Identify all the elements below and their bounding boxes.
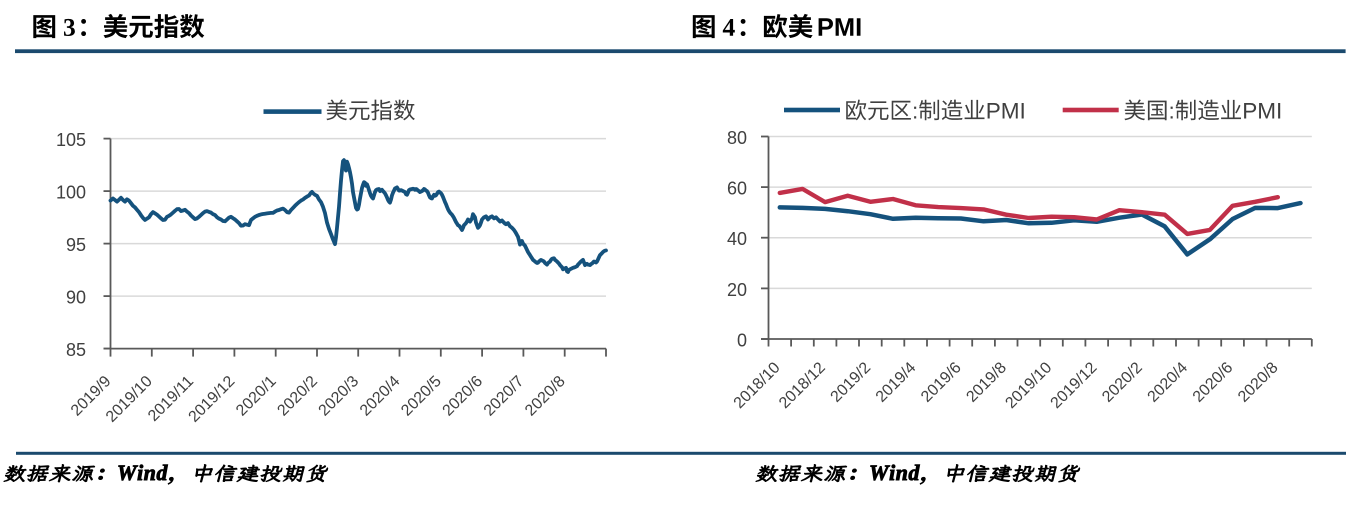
svg-text:90: 90: [66, 288, 86, 308]
svg-text:20: 20: [727, 280, 747, 300]
svg-text:0: 0: [737, 331, 747, 351]
svg-text:40: 40: [727, 229, 747, 249]
svg-text:80: 80: [727, 128, 747, 148]
svg-text:60: 60: [727, 179, 747, 199]
svg-text:95: 95: [66, 235, 86, 255]
svg-text:105: 105: [56, 130, 86, 150]
svg-text:100: 100: [56, 183, 86, 203]
svg-text:85: 85: [66, 340, 86, 360]
